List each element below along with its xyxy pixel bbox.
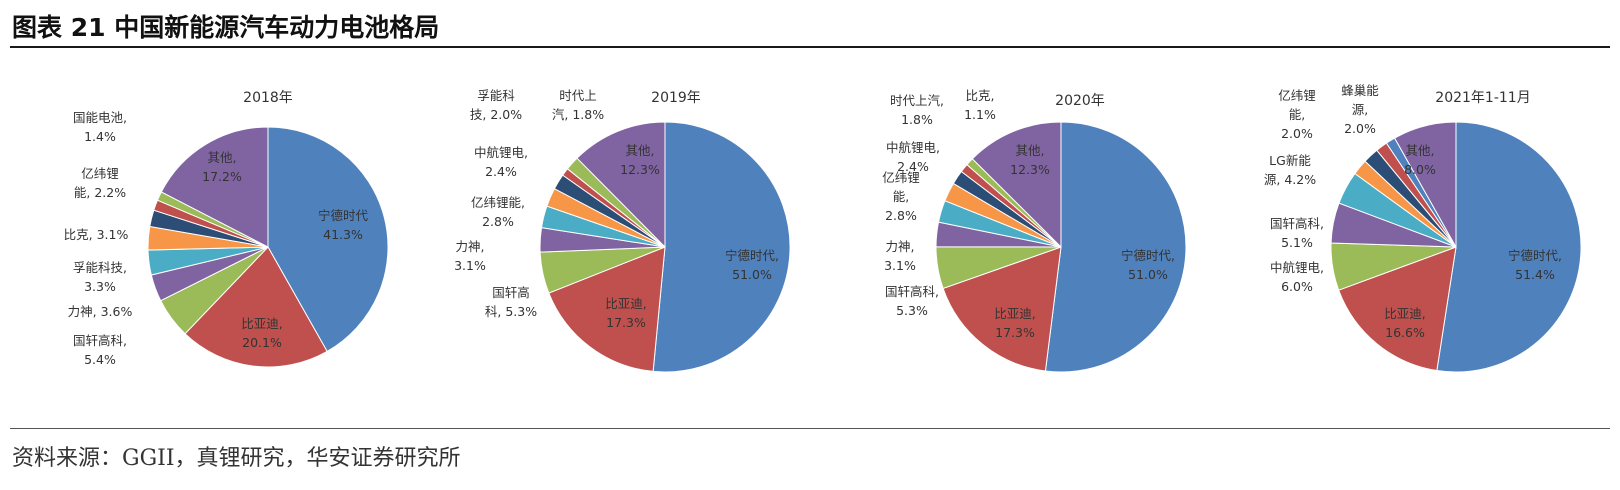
pie-chart-4: 宁德时代, 51.4% 比亚迪, 16.6% 中航锂电, 6.0% 国轩高科, 5.1% LG新… xyxy=(1264,83,1582,373)
figure-title: 图表 21 中国新能源汽车动力电池格局 xyxy=(12,13,440,42)
slice-label-2-9: 时代上汽, 1.8% xyxy=(552,88,604,122)
slice-label-2-5: 亿纬锂能, 2.8% xyxy=(471,195,525,229)
pie-title-2: 2019年 xyxy=(651,90,701,106)
slice-label-2-10: 其他, 12.3% xyxy=(620,143,660,177)
pie-chart-3: 宁德时代, 51.0% 比亚迪, 17.3% 国轩高科, 5.3% 力神, 3.1% 亿纬锂能,… xyxy=(882,88,1187,373)
slice-label-2-4: 力神, 3.1% xyxy=(454,239,486,273)
pie-slice-4-1 xyxy=(1436,121,1582,373)
slice-label-1-2: 比亚迪, 20.1% xyxy=(241,316,282,350)
slice-label-1-1: 宁德时代 41.3% xyxy=(318,208,369,242)
pie-slice-4-10 xyxy=(1393,121,1457,249)
slice-label-3-6: 中航锂电, 2.4% xyxy=(886,140,940,174)
title-divider xyxy=(10,46,1610,48)
pie-title-4: 2021年1-11月 xyxy=(1435,90,1530,106)
pie-slice-2-10 xyxy=(576,121,666,249)
slice-label-2-1: 宁德时代, 51.0% xyxy=(725,248,779,282)
slice-label-1-3: 国轩高科, 5.4% xyxy=(73,333,127,367)
slice-label-3-1: 宁德时代, 51.0% xyxy=(1121,248,1175,282)
slice-label-4-3: 中航锂电, 6.0% xyxy=(1270,260,1324,294)
pie-slice-1-10 xyxy=(160,126,269,248)
slice-label-2-3: 国轩高科, 5.3% xyxy=(485,285,537,319)
pie-slice-4-2 xyxy=(1338,246,1457,372)
slice-label-4-6: 亿纬锂能, 2.0% xyxy=(1278,88,1316,141)
slice-label-1-7: 亿纬锂能, 2.2% xyxy=(74,166,126,200)
slice-label-1-8: 国能电池, 1.4% xyxy=(73,110,127,144)
pie-title-1: 2018年 xyxy=(243,90,293,106)
source-divider xyxy=(10,428,1610,429)
pie-slice-1-2 xyxy=(184,246,328,368)
slice-label-4-7: 蜂巢能源, 2.0% xyxy=(1341,83,1379,136)
slice-label-1-6: 比克, 3.1% xyxy=(64,227,129,242)
slice-label-1-4: 力神, 3.6% xyxy=(68,304,133,319)
slice-label-3-5: 亿纬锂能, 2.8% xyxy=(882,170,920,223)
pie-slice-1-1 xyxy=(267,126,389,353)
pie-slice-2-1 xyxy=(652,121,791,373)
pie-slice-3-1 xyxy=(1044,121,1187,373)
slice-label-3-10: 其他, 12.3% xyxy=(1010,143,1050,177)
slice-label-2-6: 中航锂电, 2.4% xyxy=(474,145,528,179)
pie-slice-3-2 xyxy=(942,246,1062,372)
slice-label-3-8: 比克, 1.1% xyxy=(964,88,996,122)
slice-label-3-4: 力神, 3.1% xyxy=(884,239,916,273)
slice-label-2-2: 比亚迪, 17.3% xyxy=(605,296,646,330)
slice-label-3-2: 比亚迪, 17.3% xyxy=(994,306,1035,340)
source-note: 资料来源：GGII，真锂研究，华安证券研究所 xyxy=(12,446,461,471)
pie-slice-3-10 xyxy=(971,121,1062,249)
slice-label-3-7: 时代上汽, 1.8% xyxy=(890,93,944,127)
slice-label-4-10: 其他, 8.0% xyxy=(1404,143,1436,177)
slice-label-4-1: 宁德时代, 51.4% xyxy=(1508,248,1562,282)
slice-label-2-7: 孚能科技, 2.0% xyxy=(470,88,522,122)
pie-charts: 宁德时代 41.3% 比亚迪, 20.1% 国轩高科, 5.4% 力神, 3.6% 孚能科技,… xyxy=(64,83,1582,373)
pie-chart-2: 宁德时代, 51.0% 比亚迪, 17.3% 国轩高科, 5.3% 力神, 3.1% 亿纬锂能… xyxy=(454,88,791,373)
slice-label-1-10: 其他, 17.2% xyxy=(202,150,242,184)
slice-label-4-2: 比亚迪, 16.6% xyxy=(1384,306,1425,340)
slice-label-3-3: 国轩高科, 5.3% xyxy=(885,284,939,318)
slice-label-1-5: 孚能科技, 3.3% xyxy=(73,260,127,294)
slice-label-4-4: 国轩高科, 5.1% xyxy=(1270,216,1324,250)
pie-chart-1: 宁德时代 41.3% 比亚迪, 20.1% 国轩高科, 5.4% 力神, 3.6% 孚能科技,… xyxy=(64,90,389,368)
slice-label-4-5: LG新能源, 4.2% xyxy=(1264,153,1316,187)
pie-title-3: 2020年 xyxy=(1055,93,1105,109)
pie-slice-2-2 xyxy=(548,246,666,372)
